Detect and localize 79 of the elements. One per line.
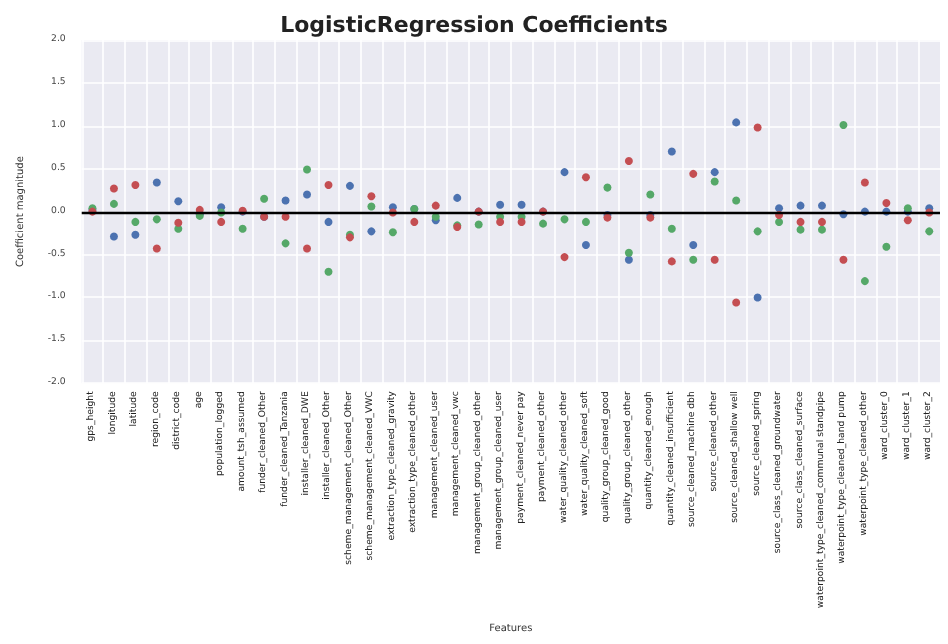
point [517, 200, 526, 209]
point [903, 216, 912, 225]
point [260, 194, 269, 203]
point [624, 156, 633, 165]
point [303, 165, 312, 174]
point [753, 123, 762, 132]
point [281, 196, 290, 205]
point [131, 230, 140, 239]
point [324, 217, 333, 226]
point [732, 118, 741, 127]
point [131, 181, 140, 190]
point [689, 255, 698, 264]
point [689, 241, 698, 250]
point [281, 239, 290, 248]
point [796, 201, 805, 210]
point [839, 255, 848, 264]
point [367, 202, 376, 211]
point [496, 217, 505, 226]
point [217, 217, 226, 226]
point [603, 183, 612, 192]
point [109, 199, 118, 208]
point [496, 200, 505, 209]
point [324, 267, 333, 276]
point [152, 244, 161, 253]
point [775, 217, 784, 226]
point [882, 199, 891, 208]
point [109, 184, 118, 193]
point [925, 227, 934, 236]
point [839, 120, 848, 129]
point [303, 190, 312, 199]
point [367, 227, 376, 236]
point [324, 181, 333, 190]
point [388, 228, 397, 237]
point [689, 169, 698, 178]
point [174, 218, 183, 227]
point [710, 255, 719, 264]
point [238, 224, 247, 233]
point [581, 173, 590, 182]
point [345, 181, 354, 190]
point [753, 227, 762, 236]
point [796, 225, 805, 234]
point [581, 217, 590, 226]
point [753, 293, 762, 302]
point [624, 255, 633, 264]
point [410, 217, 419, 226]
point [152, 215, 161, 224]
chart-title: LogisticRegression Coefficients [280, 12, 669, 38]
point [453, 193, 462, 202]
point [560, 253, 569, 262]
point [474, 220, 483, 229]
point [109, 232, 118, 241]
point [732, 298, 741, 307]
point [818, 201, 826, 210]
point [818, 225, 826, 234]
point [710, 168, 719, 177]
point [152, 178, 161, 187]
point [517, 217, 526, 226]
point [646, 190, 655, 199]
point [818, 217, 826, 226]
point [667, 147, 676, 156]
point [560, 215, 569, 224]
point [131, 217, 140, 226]
point [667, 257, 676, 266]
point [796, 217, 805, 226]
point [303, 244, 312, 253]
point [882, 242, 891, 251]
point [581, 241, 590, 250]
point [667, 224, 676, 233]
point [624, 248, 633, 257]
point [539, 219, 548, 228]
point [775, 204, 784, 213]
point [367, 192, 376, 201]
point [560, 168, 569, 177]
point [732, 196, 741, 205]
point [860, 178, 869, 187]
point [860, 277, 869, 286]
point [174, 197, 183, 206]
point [431, 201, 440, 210]
point [710, 177, 719, 186]
